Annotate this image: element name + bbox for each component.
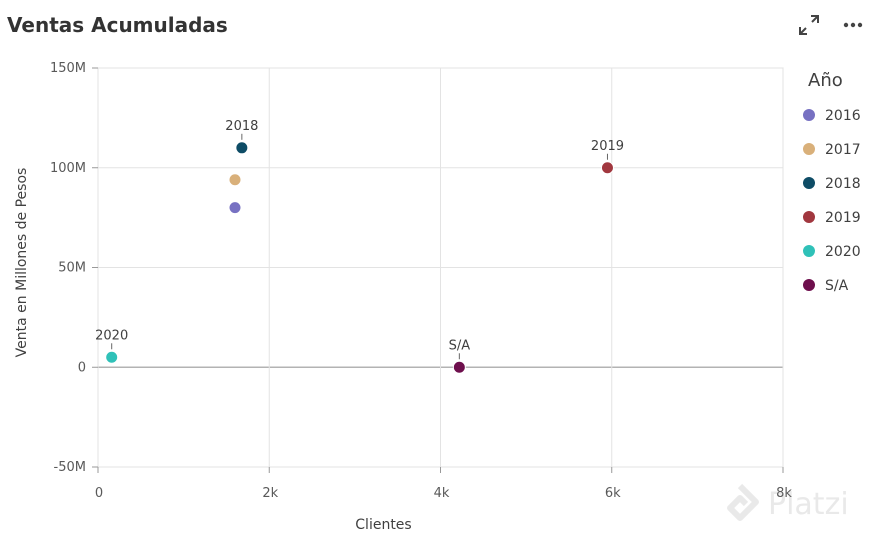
data-point xyxy=(228,201,242,215)
y-axis-title: Venta en Millones de Pesos xyxy=(14,168,30,358)
x-tick-label: 6k xyxy=(605,486,621,501)
legend-swatch xyxy=(803,177,815,189)
data-point xyxy=(235,141,249,155)
legend-label: 2020 xyxy=(825,244,861,260)
chart-title: Ventas Acumuladas xyxy=(7,13,228,37)
legend-label: 2017 xyxy=(825,142,861,158)
axis-layer: -50M 0 50M 100M 150M 0 2k 4k 6k 8k Clientes Venta e… xyxy=(14,61,792,533)
platzi-watermark: Platzi xyxy=(718,482,849,526)
x-tick-label: 0 xyxy=(95,486,103,501)
point-label: 2019 xyxy=(591,139,624,154)
x-tick-label: 8k xyxy=(776,486,792,501)
legend-label: S/A xyxy=(825,278,849,294)
data-point xyxy=(600,161,614,175)
platzi-logo-icon xyxy=(727,483,759,521)
grid-layer xyxy=(97,67,784,468)
y-tick-label: 150M xyxy=(50,61,86,76)
x-axis-title: Clientes xyxy=(355,517,411,533)
data-point xyxy=(105,350,119,364)
legend-label: 2016 xyxy=(825,108,861,124)
more-horizontal-icon[interactable] xyxy=(840,12,866,38)
point-label: 2018 xyxy=(225,119,258,134)
y-tick-label: 50M xyxy=(58,261,86,276)
data-point xyxy=(228,173,242,187)
header-actions xyxy=(796,12,866,38)
y-tick-label: 100M xyxy=(50,161,86,176)
watermark-text: Platzi xyxy=(768,486,849,522)
data-point xyxy=(452,360,466,374)
x-tick-label: 2k xyxy=(262,486,278,501)
points-layer: 2018 2019 2020 S/A xyxy=(95,119,624,374)
legend-title: Año xyxy=(808,70,843,91)
expand-arrows-icon[interactable] xyxy=(796,12,822,38)
legend-label: 2018 xyxy=(825,176,861,192)
legend-swatch xyxy=(803,143,815,155)
point-label: 2020 xyxy=(95,328,128,343)
legend-swatch xyxy=(803,211,815,223)
legend-swatch xyxy=(803,245,815,257)
y-tick-label: -50M xyxy=(54,460,86,475)
legend-layer: Año 2016 2017 2018 2019 2020 S/A xyxy=(803,70,861,294)
legend-swatch xyxy=(803,109,815,121)
y-tick-label: 0 xyxy=(78,360,86,375)
legend-label: 2019 xyxy=(825,210,861,226)
x-tick-label: 4k xyxy=(434,486,450,501)
legend-swatch xyxy=(803,279,815,291)
point-label: S/A xyxy=(449,338,471,353)
